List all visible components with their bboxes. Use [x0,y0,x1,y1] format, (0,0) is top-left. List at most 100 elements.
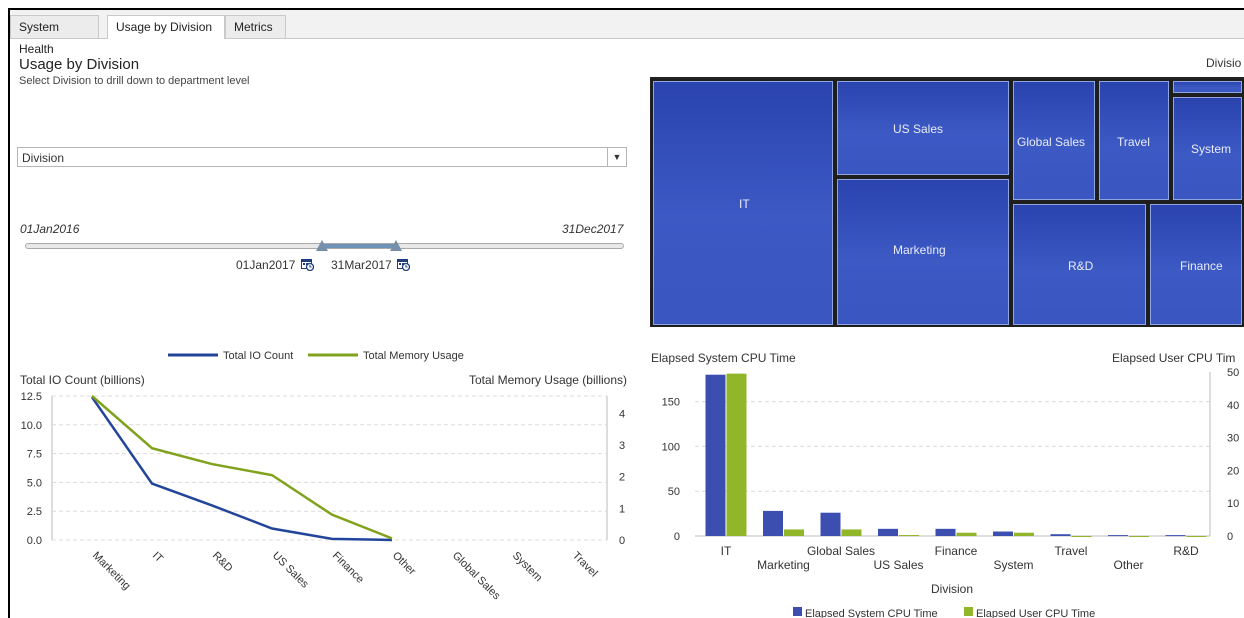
treemap-tile-other[interactable] [1171,79,1244,95]
tab-bar: System Health Usage by Division Metrics [10,10,1244,56]
bar-y-tick-label: 0 [674,531,680,543]
bar-user-cpu [1014,532,1034,536]
bar-y2-tick-label: 10 [1227,498,1239,510]
end-date-label: 31Mar2017 [331,258,392,272]
treemap-tile-us-sales[interactable]: US Sales [835,79,1011,177]
bar-system-cpu [935,528,956,536]
treemap-tile-it[interactable]: IT [651,79,835,327]
line-y2-axis-title: Total Memory Usage (billions) [469,373,627,387]
bar-y-tick-label: 150 [662,397,680,409]
treemap-label-it: IT [739,197,750,211]
date-range-selected [322,244,397,248]
treemap-tile-finance[interactable]: Finance [1148,202,1244,327]
line-x-tick-label: Global Sales [450,550,503,603]
treemap-tile-system[interactable]: System [1171,95,1244,202]
tab-metrics[interactable]: Metrics [225,15,286,38]
bar-user-cpu [784,529,804,536]
page-subtitle: Select Division to drill down to departm… [19,75,250,87]
date-range-end-handle[interactable] [390,240,402,251]
treemap-tile-rnd[interactable]: R&D [1011,202,1148,327]
calendar-icon[interactable] [300,257,314,271]
division-treemap: IT US Sales Marketing Global Sales Trave… [650,77,1244,327]
bar-system-cpu [878,528,898,536]
tab-system-health[interactable]: System Health [10,15,99,56]
calendar-icon[interactable] [396,257,410,271]
line-x-tick-label: R&D [210,550,235,575]
bar-x-tick-label: Other [1113,558,1143,572]
frame-border-left [8,8,10,618]
line-legend: Total IO Count Total Memory Usage [168,350,464,362]
line-y-tick-label: 2.5 [27,506,42,518]
bar-system-cpu [820,512,841,536]
line-y-tick-label: 10.0 [21,420,42,432]
legend-swatch-user-cpu [964,607,973,616]
chevron-down-icon[interactable]: ▼ [607,148,626,166]
line-x-tick-label: IT [150,550,166,566]
line-x-tick-label: Travel [570,550,600,580]
bar-system-cpu [1165,535,1186,537]
bar-user-cpu [1186,536,1207,537]
date-range-start-handle[interactable] [316,240,328,251]
bar-x-tick-label: US Sales [873,558,923,572]
bar-y-axis-title: Elapsed System CPU Time [651,351,796,365]
line-x-tick-label: Finance [330,550,366,586]
bar-system-cpu [1108,535,1128,537]
bar-y2-axis-title: Elapsed User CPU Tim [1112,351,1235,365]
treemap-tile-travel[interactable]: Travel [1097,79,1171,202]
treemap-title: Divisio [1206,56,1242,70]
bar-user-cpu [899,535,919,537]
treemap-label-marketing: Marketing [893,243,946,257]
treemap-label-global-sales: Global Sales [1017,135,1086,149]
treemap-label-travel: Travel [1117,135,1150,149]
line-y-tick-label: 7.5 [27,449,42,461]
slider-min-label: 01Jan2016 [20,222,80,236]
line-y2-tick-label: 3 [619,440,625,452]
bar-y2-tick-label: 30 [1227,433,1239,445]
bar-x-tick-label: Finance [935,544,978,558]
bar-y2-tick-label: 40 [1227,400,1239,412]
legend-swatch-system-cpu [793,607,802,616]
treemap-label-us-sales: US Sales [893,122,944,136]
line-y-tick-label: 12.5 [21,391,42,403]
treemap-label-finance: Finance [1180,259,1223,273]
bar-x-tick-label: System [993,558,1033,572]
line-y-axis-title: Total IO Count (billions) [20,373,145,387]
line-series-io-count [90,396,393,542]
line-x-tick-label: Other [390,550,418,578]
frame-border-top [8,8,1244,10]
treemap-label-rnd: R&D [1068,259,1094,273]
treemap-tile-global-sales[interactable]: Global Sales [1011,79,1097,202]
legend-label-system-cpu: Elapsed System CPU Time [805,608,938,618]
bar-y2-tick-label: 50 [1227,367,1239,379]
line-x-tick-label: US Sales [270,550,311,591]
page-title: Usage by Division [19,56,140,73]
division-select[interactable]: Division ▼ [17,147,627,167]
bar-x-tick-label: Marketing [757,558,810,572]
bar-x-tick-label: R&D [1173,544,1199,558]
legend-label-io: Total IO Count [223,350,293,362]
bar-user-cpu [841,529,862,536]
io-memory-line-chart: Total IO Count Total Memory Usage Total … [20,350,627,603]
bar-x-tick-label: Global Sales [807,544,875,558]
bar-y2-tick-label: 20 [1227,465,1239,477]
bar-user-cpu [726,373,747,536]
line-y2-tick-label: 0 [619,535,625,547]
bar-system-cpu [763,510,783,536]
start-date-label: 01Jan2017 [236,258,296,272]
bar-x-tick-label: Travel [1055,544,1088,558]
line-y-tick-label: 5.0 [27,477,42,489]
bar-system-cpu [993,531,1013,536]
line-y2-tick-label: 2 [619,472,625,484]
legend-label-memory: Total Memory Usage [363,350,464,362]
bar-x-axis-title: Division [931,582,973,596]
bar-y-tick-label: 100 [662,441,680,453]
treemap-tile-marketing[interactable]: Marketing [835,177,1011,327]
line-series-memory-usage [91,395,393,540]
bar-user-cpu [1071,536,1092,537]
line-y-tick-label: 0.0 [27,535,42,547]
tab-usage-by-division[interactable]: Usage by Division [107,15,225,39]
bar-legend: Elapsed System CPU Time Elapsed User CPU… [793,607,1095,618]
slider-max-label: 31Dec2017 [562,222,624,236]
division-select-value: Division [22,151,65,165]
